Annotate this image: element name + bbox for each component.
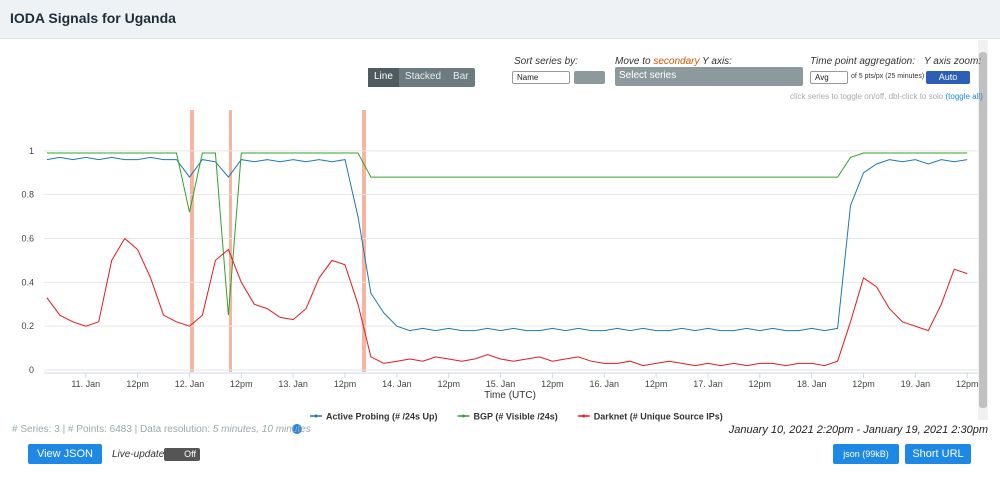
- x-tick-label: 12. Jan: [175, 379, 205, 389]
- x-tick-label: 16. Jan: [589, 379, 619, 389]
- label-part: Y axis:: [702, 56, 732, 67]
- x-tick-label: 12pm: [230, 379, 253, 389]
- x-tick-label: 12pm: [956, 379, 979, 389]
- x-tick-label: 12pm: [437, 379, 460, 389]
- y-tick-label: 0.4: [21, 277, 34, 287]
- label-part: Move to: [615, 56, 651, 67]
- zoom-label: Y axis zoom:: [924, 56, 982, 67]
- legend-label: Darknet (# Unique Source IPs): [594, 412, 723, 422]
- header: [0, 0, 1000, 39]
- x-tick-label: 18. Jan: [797, 379, 827, 389]
- short-url-button[interactable]: Short URL: [905, 444, 971, 464]
- sort-select[interactable]: Name: [512, 71, 570, 84]
- page-title: IODA Signals for Uganda: [10, 10, 176, 26]
- x-tick-label: 11. Jan: [71, 379, 100, 389]
- live-update-toggle[interactable]: Off: [164, 448, 200, 461]
- hint: click series to toggle on/off, dbl-click…: [790, 92, 983, 101]
- aggregation-label: Time point aggregation:: [810, 56, 915, 67]
- series-line: [46, 156, 968, 332]
- x-tick-label: 12pm: [334, 379, 357, 389]
- series-line: [46, 237, 968, 367]
- x-tick-label: 12pm: [852, 379, 875, 389]
- legend-marker: [462, 414, 466, 418]
- zoom-toggle[interactable]: Auto: [926, 71, 970, 84]
- legend-marker: [314, 414, 318, 418]
- x-tick-label: 12pm: [126, 379, 149, 389]
- sort-label: Sort series by:: [514, 56, 578, 67]
- secondary-axis-label: Move to secondary Y axis:: [615, 56, 732, 67]
- time-range: January 10, 2021 2:20pm - January 19, 20…: [728, 424, 988, 436]
- outage-band: [229, 110, 232, 372]
- y-tick-label: 1: [29, 146, 34, 156]
- resolution: 5 minutes, 10 minutes: [212, 424, 311, 435]
- scroll-thumb[interactable]: [979, 52, 987, 408]
- x-tick-label: 17. Jan: [693, 379, 723, 389]
- view-json-button[interactable]: View JSON: [28, 444, 102, 464]
- aggregation-note: of 5 pts/px (25 minutes): [851, 73, 925, 80]
- label-part: secondary: [653, 56, 700, 67]
- x-axis-label: Time (UTC): [484, 390, 536, 401]
- hint-text: click series to toggle on/off, dbl-click…: [790, 92, 944, 101]
- legend-marker: [582, 414, 586, 418]
- x-tick-label: 15. Jan: [486, 379, 516, 389]
- legend-item[interactable]: Darknet (# Unique Source IPs): [577, 412, 723, 422]
- x-tick-label: 14. Jan: [382, 379, 412, 389]
- live-update-label: Live-update:: [112, 449, 168, 460]
- aggregation-select[interactable]: Avg: [810, 71, 848, 84]
- legend-item[interactable]: BGP (# Visible /24s): [457, 412, 558, 422]
- y-tick-label: 0.2: [21, 321, 34, 331]
- chart-type-button[interactable]: Stacked: [404, 71, 442, 82]
- chart-type-group: Line Stacked Bar: [368, 68, 475, 87]
- legend-item[interactable]: Active Probing (# /24s Up): [310, 412, 438, 422]
- x-tick-label: 12pm: [749, 379, 772, 389]
- toggle-all-link[interactable]: (toggle all): [945, 92, 983, 101]
- x-tick-label: 13. Jan: [278, 379, 308, 389]
- outage-band: [190, 110, 194, 372]
- stats-text: # Series: 3 | # Points: 6483 | Data reso…: [12, 424, 211, 435]
- y-tick-label: 0: [29, 365, 34, 375]
- json-download-button[interactable]: json (99kB): [833, 444, 899, 464]
- y-tick-label: 0.8: [21, 190, 34, 200]
- legend-label: BGP (# Visible /24s): [474, 412, 558, 422]
- x-tick-label: 12pm: [645, 379, 668, 389]
- help-icon[interactable]: [292, 424, 302, 434]
- series-select[interactable]: Select series: [615, 67, 803, 86]
- chart-type-button[interactable]: Bar: [453, 71, 469, 82]
- outage-band: [362, 110, 366, 372]
- x-tick-label: 19. Jan: [901, 379, 931, 389]
- chart-type-button[interactable]: Line: [368, 68, 399, 87]
- series-line: [46, 152, 968, 316]
- y-tick-label: 0.6: [21, 234, 34, 244]
- sort-order-buttons[interactable]: [574, 71, 605, 84]
- stats: # Series: 3 | # Points: 6483 | Data reso…: [12, 424, 311, 435]
- legend-label: Active Probing (# /24s Up): [326, 412, 438, 422]
- x-tick-label: 12pm: [541, 379, 564, 389]
